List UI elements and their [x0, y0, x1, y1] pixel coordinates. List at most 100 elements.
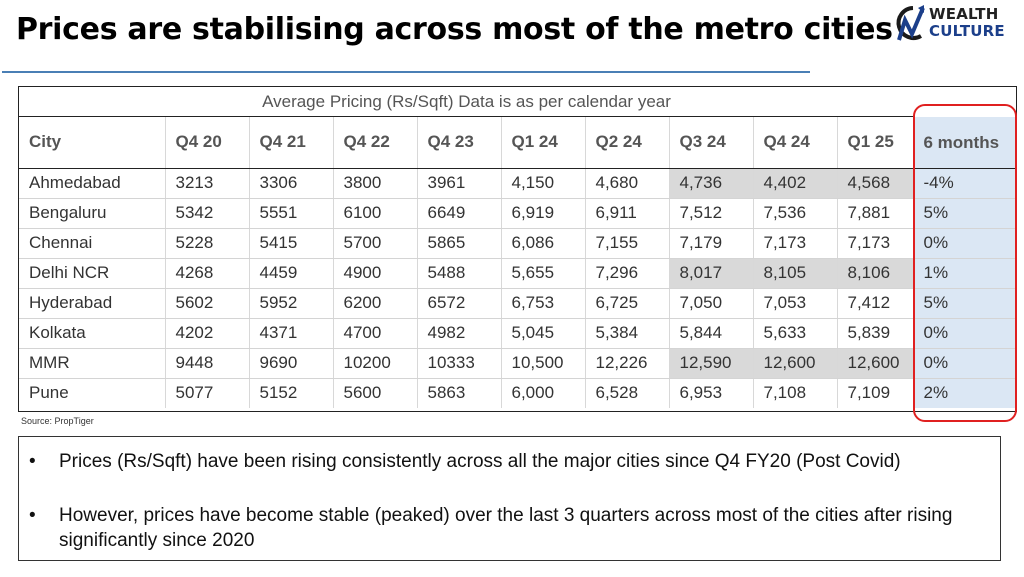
price-cell: 5602	[164, 288, 249, 319]
city-cell: Chennai	[19, 228, 165, 259]
price-cell: 5488	[416, 258, 501, 289]
column-header: Q4 24	[752, 117, 837, 169]
logo-text-culture: CULTURE	[929, 22, 1005, 40]
price-cell: 5,384	[584, 318, 669, 349]
price-cell: 9690	[248, 348, 333, 379]
bullet-icon: •	[29, 451, 36, 472]
price-cell: 6,725	[584, 288, 669, 319]
source-note: Source: PropTiger	[21, 416, 94, 426]
column-header: Q4 21	[248, 117, 333, 169]
price-cell: 8,106	[836, 258, 913, 289]
table-row: Delhi NCR 4268 4459 4900 5488 5,655 7,296 8,017…	[19, 258, 1016, 289]
price-cell: 4900	[332, 258, 417, 289]
table-row: Bengaluru 5342 5551 6100 6649 6,919 6,911 7,512…	[19, 198, 1016, 229]
price-cell: 4,680	[584, 168, 669, 199]
six-month-change-cell: 2%	[912, 378, 1016, 408]
price-cell: 5952	[248, 288, 333, 319]
table-row: Kolkata 4202 4371 4700 4982 5,045 5,384 5,844 5,…	[19, 318, 1016, 349]
city-cell: Ahmedabad	[19, 168, 165, 199]
note-item: • Prices (Rs/Sqft) have been rising cons…	[29, 449, 989, 474]
pricing-table: City Q4 20 Q4 21 Q4 22 Q4 23 Q1 24 Q2 24 Q3 24 Q…	[19, 117, 1016, 408]
logo-text-wealth: WEALTH	[929, 5, 999, 23]
column-header: Q3 24	[668, 117, 753, 169]
price-cell: 5,655	[500, 258, 585, 289]
price-cell: 6200	[332, 288, 417, 319]
wealth-culture-logo-icon	[896, 5, 925, 41]
price-cell: 3800	[332, 168, 417, 199]
price-cell: 5077	[164, 378, 249, 408]
price-cell: 7,173	[836, 228, 913, 259]
price-cell: 4202	[164, 318, 249, 349]
price-cell: 6649	[416, 198, 501, 229]
price-cell: 5415	[248, 228, 333, 259]
price-cell: 4459	[248, 258, 333, 289]
price-cell: 5700	[332, 228, 417, 259]
price-cell: 4,568	[836, 168, 913, 199]
city-cell: Kolkata	[19, 318, 165, 349]
brand-logo: WEALTH CULTURE	[893, 2, 1023, 48]
price-cell: 7,536	[752, 198, 837, 229]
column-header: 6 months	[912, 117, 1016, 169]
price-cell: 5551	[248, 198, 333, 229]
price-cell: 4,402	[752, 168, 837, 199]
column-header-city: City	[19, 117, 165, 169]
six-month-change-cell: -4%	[912, 168, 1016, 199]
price-cell: 12,600	[752, 348, 837, 379]
price-cell: 4,736	[668, 168, 753, 199]
table-row: Pune 5077 5152 5600 5863 6,000 6,528 6,953 7,108…	[19, 378, 1016, 408]
price-cell: 12,590	[668, 348, 753, 379]
price-cell: 3213	[164, 168, 249, 199]
price-cell: 7,296	[584, 258, 669, 289]
city-cell: Hyderabad	[19, 288, 165, 319]
price-cell: 10,500	[500, 348, 585, 379]
price-cell: 6,000	[500, 378, 585, 408]
price-cell: 6100	[332, 198, 417, 229]
price-cell: 6572	[416, 288, 501, 319]
column-header: Q1 25	[836, 117, 913, 169]
six-month-change-cell: 0%	[912, 348, 1016, 379]
title-divider	[2, 71, 810, 73]
price-cell: 3961	[416, 168, 501, 199]
price-cell: 6,953	[668, 378, 753, 408]
price-cell: 7,155	[584, 228, 669, 259]
column-header: Q4 20	[164, 117, 249, 169]
column-header: Q4 22	[332, 117, 417, 169]
price-cell: 4700	[332, 318, 417, 349]
column-header: Q2 24	[584, 117, 669, 169]
six-month-change-cell: 5%	[912, 288, 1016, 319]
price-cell: 8,017	[668, 258, 753, 289]
price-cell: 7,179	[668, 228, 753, 259]
city-cell: Delhi NCR	[19, 258, 165, 289]
table-row: Ahmedabad 3213 3306 3800 3961 4,150 4,680 4,736…	[19, 168, 1016, 199]
bullet-icon: •	[29, 505, 36, 526]
price-cell: 7,412	[836, 288, 913, 319]
table-header-row: City Q4 20 Q4 21 Q4 22 Q4 23 Q1 24 Q2 24 Q3 24 Q…	[19, 117, 1016, 169]
city-cell: Pune	[29, 383, 69, 403]
column-header: Q4 23	[416, 117, 501, 169]
price-cell: 4982	[416, 318, 501, 349]
price-cell: 10333	[416, 348, 501, 379]
city-cell: MMR	[19, 348, 165, 379]
price-cell: 5,844	[668, 318, 753, 349]
six-month-change-cell: 0%	[912, 228, 1016, 259]
price-cell: 5228	[164, 228, 249, 259]
note-text: Prices (Rs/Sqft) have been rising consis…	[59, 451, 901, 472]
price-cell: 6,753	[500, 288, 585, 319]
price-cell: 7,053	[752, 288, 837, 319]
price-cell: 7,108	[752, 378, 837, 408]
six-month-change-cell: 5%	[912, 198, 1016, 229]
price-cell: 5865	[416, 228, 501, 259]
price-cell: 3306	[248, 168, 333, 199]
price-cell: 7,881	[836, 198, 913, 229]
price-cell: 7,512	[668, 198, 753, 229]
price-cell: 6,911	[584, 198, 669, 229]
pricing-table-container: Average Pricing (Rs/Sqft) Data is as per…	[18, 86, 1017, 412]
table-row: Chennai 5228 5415 5700 5865 6,086 7,155 7,179 7,…	[19, 228, 1016, 259]
price-cell: 6,086	[500, 228, 585, 259]
column-header: Q1 24	[500, 117, 585, 169]
price-cell: 7,109	[836, 378, 913, 408]
price-cell: 5,045	[500, 318, 585, 349]
price-cell: 4268	[164, 258, 249, 289]
table-row: Hyderabad 5602 5952 6200 6572 6,753 6,725 7,050…	[19, 288, 1016, 319]
note-text: However, prices have become stable (peak…	[59, 505, 953, 551]
